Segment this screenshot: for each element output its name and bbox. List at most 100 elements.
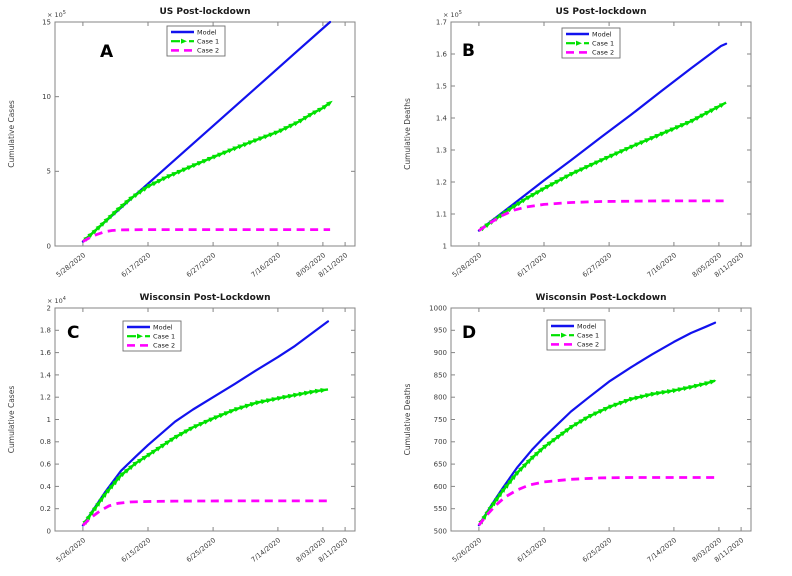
case1-arrow-marker — [538, 446, 545, 453]
case1-arrow-marker — [555, 433, 563, 440]
case1-arrow-marker — [589, 162, 596, 168]
y-tick-label: 1.6 — [40, 349, 52, 357]
case1-arrow-marker — [650, 391, 658, 397]
case1-arrow-marker — [107, 213, 114, 220]
case1-arrow-marker — [150, 448, 158, 455]
case1-arrow-marker — [196, 161, 204, 166]
legend-case1-arrow — [561, 332, 567, 338]
case1-arrow-marker — [583, 415, 590, 422]
case1-arrow-marker — [298, 391, 306, 397]
legend-label-case2: Case 2 — [577, 341, 599, 349]
panel-a-title: US Post-lockdown — [159, 7, 250, 17]
case1-arrow-marker — [594, 160, 601, 166]
case1-arrow-marker — [124, 198, 131, 205]
case1-arrow-marker — [159, 442, 167, 449]
case1-arrow-marker — [232, 146, 240, 152]
series-case2-line — [82, 228, 331, 243]
case1-arrow-marker — [704, 110, 712, 116]
case1-arrow-marker — [137, 189, 144, 195]
y-tick-label: 1000 — [429, 304, 447, 312]
case1-arrow-marker — [529, 454, 537, 461]
case1-arrow-marker — [255, 400, 263, 406]
case1-arrow-marker — [564, 427, 571, 433]
case1-arrow-marker — [699, 113, 707, 119]
y-tick-label: 1.4 — [40, 371, 52, 379]
case1-arrow-marker — [193, 424, 201, 429]
case1-arrow-marker — [609, 153, 616, 159]
case1-arrow-marker — [249, 402, 257, 407]
legend-label-case2: Case 2 — [197, 47, 219, 55]
case1-arrow-marker — [115, 205, 123, 212]
case1-arrow-marker — [510, 473, 517, 480]
panel-letter-d: D — [462, 323, 476, 343]
x-tick-label: 6/25/2020 — [581, 536, 613, 564]
x-tick-label: 6/25/2020 — [185, 536, 217, 564]
case1-arrow-marker — [258, 136, 265, 142]
case1-arrow-marker — [227, 148, 235, 154]
case1-arrow-marker — [198, 421, 206, 427]
y-axis-label: Cumulative Deaths — [403, 98, 412, 170]
y-tick-label: 700 — [434, 438, 447, 446]
case1-arrow-marker — [677, 387, 685, 393]
case1-arrow-marker — [599, 158, 606, 163]
x-tick-label: 6/17/2020 — [516, 251, 548, 279]
y-tick-label: 1.4 — [436, 114, 448, 122]
case1-arrow-marker — [103, 216, 110, 224]
y-tick-label: 850 — [434, 371, 447, 379]
case1-arrow-marker — [186, 165, 194, 171]
axes-box — [450, 21, 752, 247]
legend-label-model: Model — [592, 30, 612, 38]
legend-label-case2: Case 2 — [153, 342, 175, 350]
case1-arrow-marker — [542, 443, 549, 450]
y-axis-exponent: × 105 — [47, 10, 66, 19]
case1-arrow-marker — [146, 183, 154, 189]
y-tick-label: 0 — [47, 527, 51, 535]
panel-d-chart: 5/26/2020 6/15/2020 6/25/2020 7/14/2020 8/03… — [403, 293, 752, 564]
case1-arrow-marker — [530, 192, 537, 198]
case1-arrow-marker — [166, 174, 174, 179]
case1-arrow-marker — [629, 144, 636, 150]
y-tick-label: 600 — [434, 483, 447, 491]
y-tick-label: 1 — [443, 242, 447, 250]
legend-label-model: Model — [153, 323, 173, 331]
case1-arrow-marker — [666, 389, 674, 395]
case1-arrow-marker — [178, 431, 186, 437]
case1-arrow-marker — [228, 409, 236, 414]
case1-arrow-marker — [520, 197, 528, 204]
case1-arrow-marker — [212, 154, 219, 160]
y-axis-label: Cumulative Cases — [7, 386, 16, 454]
case1-arrow-marker — [263, 134, 271, 140]
panel-b-title: US Post-lockdown — [555, 7, 646, 17]
case1-arrow-marker — [91, 228, 98, 235]
x-tick-label: 6/17/2020 — [120, 251, 152, 279]
case1-arrow-marker — [634, 142, 642, 148]
axes-box — [54, 307, 356, 532]
case1-arrow-marker — [314, 388, 322, 394]
case1-arrow-marker — [602, 406, 610, 412]
case1-arrow-marker — [546, 440, 554, 447]
case1-arrow-marker — [169, 436, 176, 443]
x-tick-label: 7/16/2020 — [646, 251, 678, 279]
case1-arrow-marker — [500, 486, 507, 493]
case1-arrow-marker — [287, 393, 295, 399]
y-tick-label: 1 — [47, 416, 51, 424]
case1-arrow-marker — [320, 388, 327, 393]
series-model-line — [477, 321, 717, 527]
case1-arrow-marker — [704, 381, 712, 387]
case1-arrow-marker — [223, 411, 231, 416]
case1-arrow-marker — [92, 504, 98, 512]
case1-arrow-marker — [481, 513, 487, 520]
case1-arrow-marker — [268, 132, 276, 138]
case1-arrow-marker — [213, 415, 221, 421]
case1-arrow-marker — [608, 404, 615, 410]
case1-arrow-marker — [506, 206, 514, 213]
y-tick-label: 5 — [47, 168, 51, 176]
case1-arrow-marker — [514, 469, 521, 476]
y-axis-label: Cumulative Cases — [7, 100, 16, 168]
case1-arrow-marker — [619, 149, 626, 154]
panel-c-title: Wisconsin Post-Lockdown — [139, 293, 270, 303]
case1-arrow-marker — [112, 478, 119, 486]
legend-label-case1: Case 1 — [153, 333, 175, 341]
case1-arrow-marker — [132, 461, 140, 467]
y-tick-label: 2 — [47, 304, 51, 312]
